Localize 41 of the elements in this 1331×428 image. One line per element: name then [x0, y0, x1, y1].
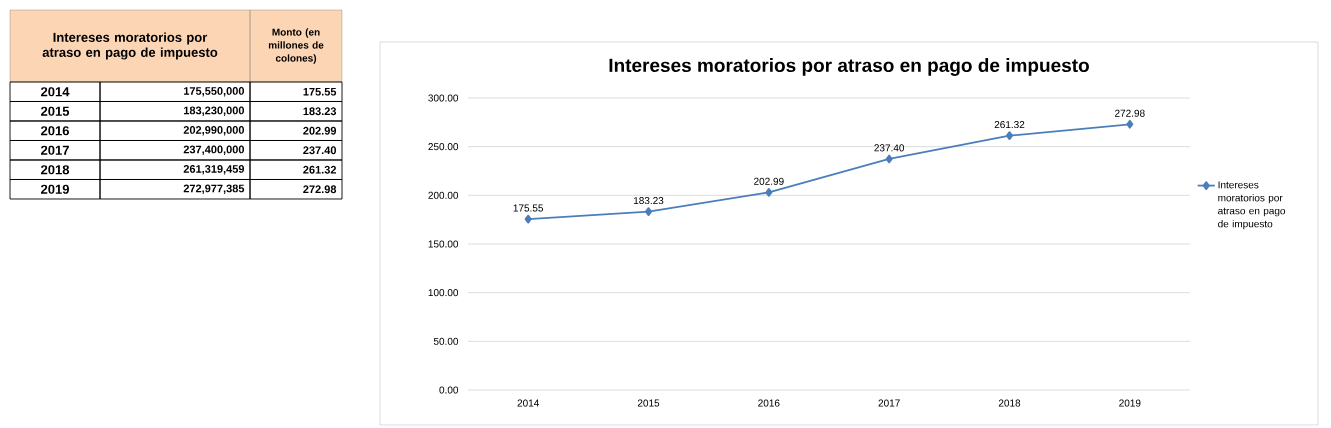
category-label: 2019	[41, 184, 69, 194]
text: 202,990,000	[183, 126, 245, 136]
x-tick-label: 2017	[878, 399, 900, 407]
y-tick-label: 250.00	[428, 143, 459, 151]
chart-title: Intereses moratorios por atraso en pago de impuesto	[609, 58, 1089, 76]
text: 237.40	[874, 144, 905, 152]
y-tick-label: 150.00	[428, 240, 459, 248]
text: 261,319,459	[183, 165, 245, 175]
text: 183.23	[303, 107, 337, 116]
text: 175.55	[303, 87, 337, 96]
legend-label: Intereses moratorios por atraso en pago de impuesto	[1218, 181, 1286, 230]
category-label: 2015	[41, 106, 70, 116]
text: 261.32	[994, 121, 1025, 129]
text: 202.99	[754, 177, 784, 185]
category-label: 2016	[41, 126, 69, 136]
x-tick-label: 2015	[637, 399, 660, 407]
y-tick-label: 50.00	[433, 337, 459, 345]
category-label: 2017	[41, 145, 69, 155]
category-label: 2018	[41, 165, 70, 175]
text: 175,550,000	[184, 87, 245, 97]
text: 202.99	[303, 126, 337, 135]
x-tick-label: 2019	[1119, 399, 1141, 407]
text: Monto (en millones de colones)	[268, 28, 324, 64]
text: 272.98	[303, 185, 337, 194]
text: 272.98	[1115, 109, 1145, 117]
text: 237.40	[303, 146, 337, 155]
y-tick-label: 200.00	[428, 191, 459, 199]
text: 272,977,385	[183, 184, 245, 194]
y-tick-label: 300.00	[428, 94, 459, 102]
x-tick-label: 2016	[758, 399, 780, 407]
category-label: 2014	[41, 87, 70, 97]
text: 261.32	[303, 165, 337, 174]
x-tick-label: 2014	[517, 399, 539, 407]
text: 175.55	[513, 204, 544, 212]
text: Intereses moratorios por atraso en pago de impuesto	[42, 32, 218, 60]
y-tick-label: 0.00	[439, 386, 459, 394]
text: 183.23	[633, 197, 664, 205]
text: 183,230,000	[184, 106, 245, 116]
text: 237,400,000	[183, 145, 245, 155]
x-tick-label: 2018	[998, 399, 1021, 407]
y-tick-label: 100.00	[428, 289, 459, 297]
